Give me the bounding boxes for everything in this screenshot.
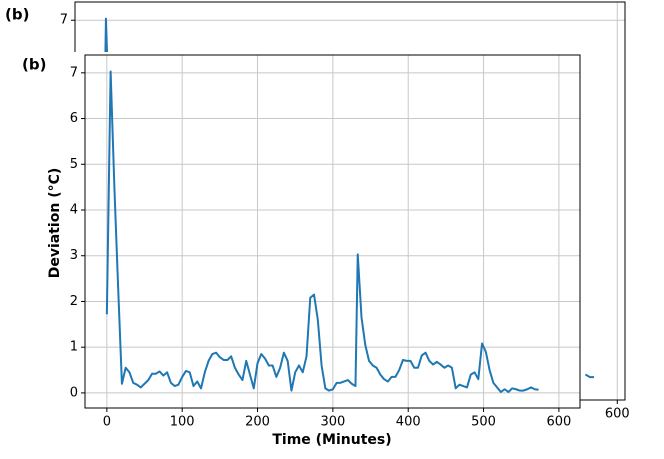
x-tick-label: 0 [103, 415, 111, 430]
x-tick-label: 500 [471, 415, 496, 430]
y-tick-label: 5 [70, 157, 78, 172]
x-tick-label: 600 [605, 407, 630, 422]
y-tick-label: 1 [70, 340, 78, 355]
y-tick-label: 2 [70, 294, 78, 309]
y-tick-label: 3 [70, 248, 78, 263]
y-tick-label: 4 [70, 203, 78, 218]
y-tick-label: 6 [70, 111, 78, 126]
y-tick-label: 0 [70, 385, 78, 400]
data-line [105, 70, 539, 393]
y-tick-label: 7 [70, 65, 78, 80]
y-axis-label: Deviation (°C) [47, 168, 63, 279]
plot-frame [84, 54, 581, 409]
x-axis-label: Time (Minutes) [272, 432, 391, 448]
x-tick-label: 400 [396, 415, 421, 430]
panel-label: (b) [5, 6, 29, 24]
x-tick-label: 300 [320, 415, 345, 430]
x-tick-label: 600 [546, 415, 571, 430]
x-tick-label: 200 [245, 415, 270, 430]
y-tick-label: 7 [60, 13, 68, 28]
panel-label: (b) [22, 56, 46, 74]
x-tick-label: 100 [170, 415, 195, 430]
